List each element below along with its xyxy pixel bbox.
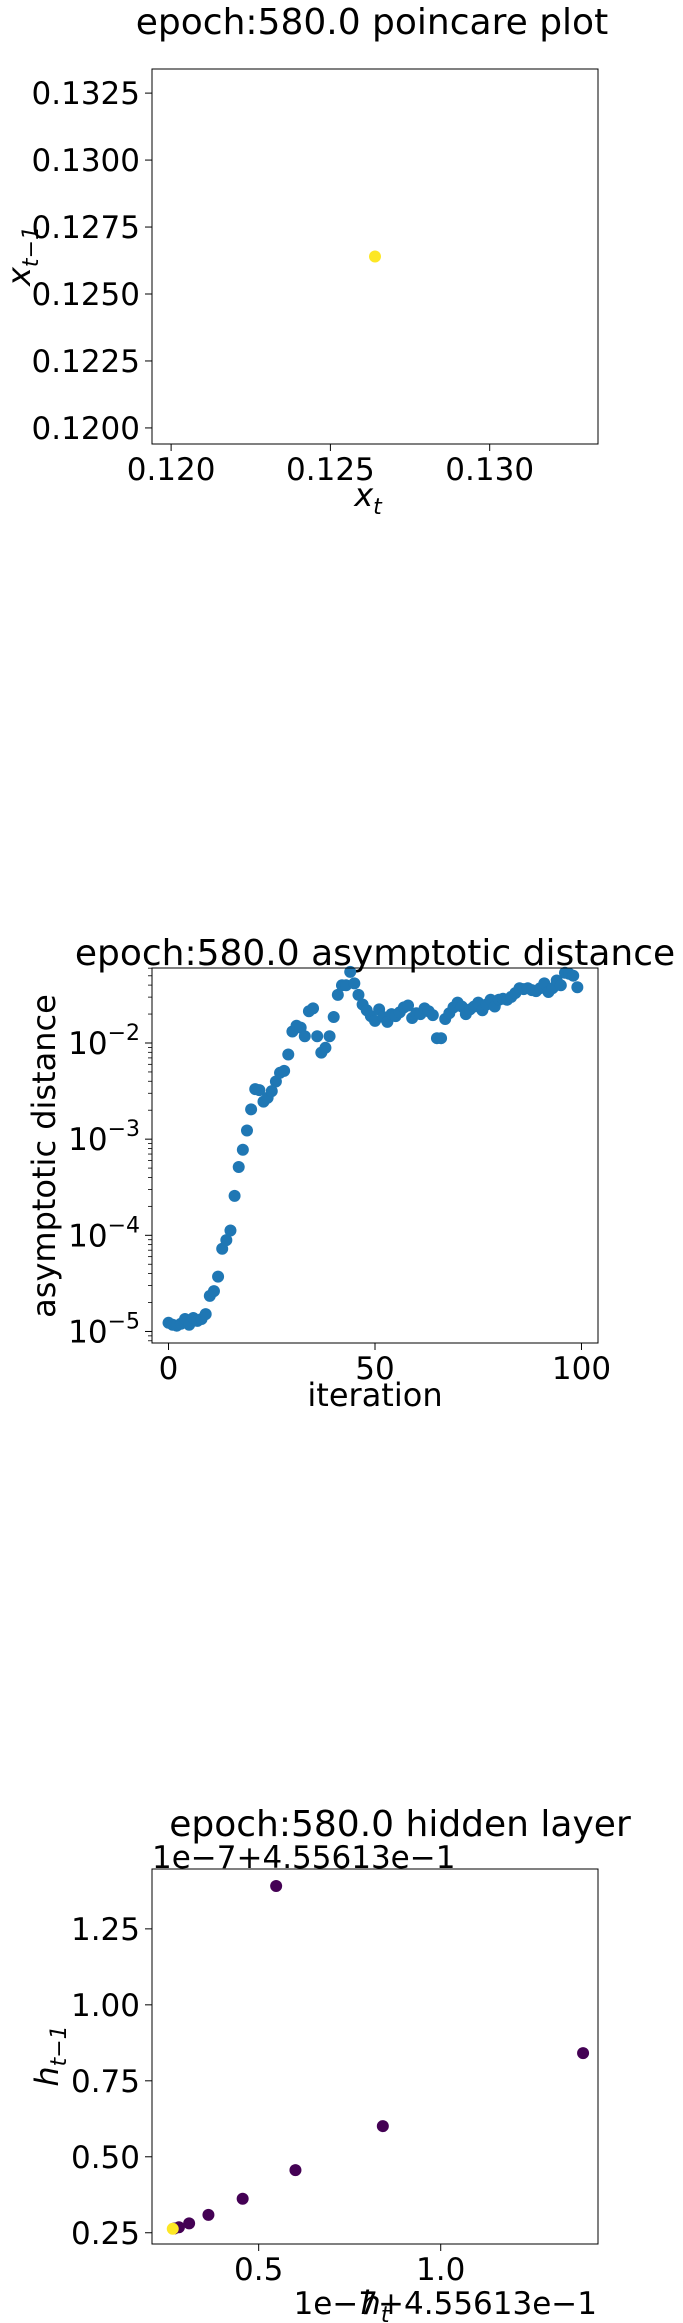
- hidden-layer-points: [166, 1880, 590, 2235]
- hidden-layer-ylabel-subscript: t−1: [47, 2025, 72, 2066]
- poincare-xlabel-subscript: t: [373, 495, 383, 520]
- data-point: [298, 1030, 311, 1043]
- data-point: [253, 1084, 266, 1097]
- y-tick-label: 0.1200: [32, 411, 140, 447]
- y-tick-label: 10−5: [68, 1309, 140, 1350]
- data-point: [240, 1124, 253, 1137]
- poincare-ylabel: xt−1: [0, 226, 44, 287]
- asymptotic-ylabel: asymptotic distance: [25, 994, 63, 1318]
- data-point: [236, 1143, 249, 1156]
- y-tick-label: 0.1300: [32, 143, 140, 179]
- asymptotic-chart: epoch:580.0 asymptotic distance 0 50 100 10…: [25, 933, 675, 1414]
- data-point: [270, 1880, 283, 1893]
- data-point: [199, 1308, 212, 1321]
- data-point: [220, 1234, 233, 1247]
- asymptotic-points: [162, 965, 584, 1332]
- y-tick-label: 0.1250: [32, 277, 140, 313]
- asymptotic-title: epoch:580.0 asymptotic distance: [75, 933, 675, 974]
- data-point: [402, 999, 415, 1012]
- y-tick-label: 0.1325: [32, 76, 140, 112]
- poincare-axes: 0.120 0.125 0.130 0.1200 0.1225 0.1250 0.1275 0…: [32, 76, 535, 488]
- data-point: [344, 965, 357, 978]
- x-tick-label: 0.125: [286, 452, 375, 488]
- hidden-layer-y-offset: 1e−7+4.55613e−1: [152, 1840, 455, 1876]
- data-point: [311, 1030, 324, 1043]
- data-point: [426, 1009, 439, 1022]
- y-tick-label: 1.25: [71, 1912, 140, 1948]
- y-tick-label: 10−4: [68, 1213, 140, 1254]
- x-tick-label: 1.0: [416, 2252, 465, 2288]
- y-tick-label: 0.75: [71, 2064, 140, 2100]
- data-point: [567, 969, 580, 982]
- data-point: [331, 988, 344, 1001]
- asymptotic-plot-frame: [151, 967, 599, 1344]
- data-point: [348, 977, 361, 990]
- data-point: [224, 1224, 237, 1237]
- data-point: [327, 1011, 340, 1024]
- data-point: [554, 979, 567, 992]
- data-point: [207, 1285, 220, 1298]
- hidden-layer-x-offset: 1e−7+4.55613e−1: [294, 2286, 597, 2322]
- data-point: [228, 1189, 241, 1202]
- y-tick-label: 0.1275: [32, 210, 140, 246]
- data-point: [376, 2120, 389, 2133]
- y-tick-label: 0.25: [71, 2216, 140, 2252]
- data-point: [571, 981, 584, 994]
- y-tick-label: 10−2: [68, 1021, 140, 1062]
- data-point: [236, 2192, 249, 2205]
- poincare-ylabel-subscript: t−1: [19, 226, 44, 267]
- hidden-layer-axes: 0.5 1.0 0.25 0.50 0.75 1.00 1.25: [71, 1912, 465, 2288]
- data-point: [577, 2047, 590, 2060]
- hidden-layer-title: epoch:580.0 hidden layer: [169, 1804, 631, 1845]
- asymptotic-axes: 0 50 100 10−5 10−4 10−3 10−2: [68, 967, 611, 1387]
- x-tick-label: 100: [552, 1351, 611, 1387]
- y-tick-label: 0.50: [71, 2140, 140, 2176]
- data-point: [166, 2222, 179, 2235]
- data-point: [245, 1103, 258, 1116]
- asymptotic-xlabel: iteration: [307, 1376, 442, 1414]
- data-point: [202, 2208, 215, 2221]
- data-point: [435, 1032, 448, 1045]
- hidden-layer-xlabel-subscript: t: [381, 2303, 391, 2323]
- data-point: [289, 2164, 302, 2177]
- data-point: [369, 250, 381, 263]
- data-point: [232, 1161, 245, 1174]
- data-point: [265, 1085, 278, 1098]
- data-point: [323, 1030, 336, 1043]
- x-tick-label: 50: [355, 1351, 394, 1387]
- x-tick-label: 0: [159, 1351, 179, 1387]
- y-tick-label: 0.1225: [32, 344, 140, 380]
- data-point: [212, 1270, 225, 1283]
- data-point: [319, 1041, 332, 1054]
- x-tick-label: 0.120: [127, 452, 216, 488]
- y-tick-label: 1.00: [71, 1988, 140, 2024]
- poincare-points: [369, 250, 381, 263]
- hidden-layer-chart: epoch:580.0 hidden layer 1e−7+4.55613e−1…: [28, 1804, 631, 2323]
- hidden-layer-xlabel: ht: [361, 2284, 391, 2323]
- hidden-layer-ylabel: ht−1: [28, 2025, 72, 2086]
- poincare-plot-frame: [151, 68, 599, 445]
- data-point: [307, 1002, 320, 1015]
- data-point: [282, 1048, 295, 1061]
- poincare-title: epoch:580.0 poincare plot: [136, 2, 608, 43]
- poincare-xlabel: xt: [353, 476, 383, 520]
- poincare-chart: epoch:580.0 poincare plot 0.120 0.125 0.13…: [0, 2, 608, 520]
- data-point: [352, 988, 365, 1001]
- x-tick-label: 0.130: [445, 452, 534, 488]
- data-point: [278, 1064, 291, 1077]
- hidden-layer-plot-frame: [151, 1868, 599, 2245]
- y-tick-label: 10−3: [68, 1117, 140, 1158]
- data-point: [183, 2217, 196, 2230]
- x-tick-label: 0.5: [234, 2252, 283, 2288]
